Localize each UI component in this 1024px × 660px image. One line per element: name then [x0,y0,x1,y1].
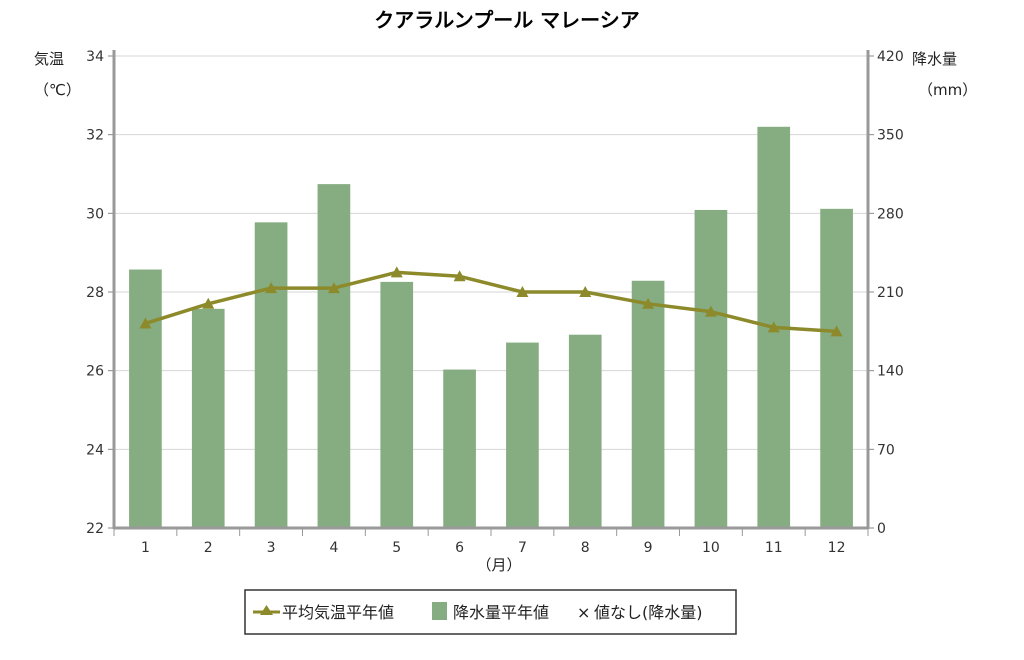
x-tick-label: 8 [581,540,590,556]
precip-bar [380,281,414,528]
x-tick-label: 7 [518,540,527,556]
temp-point [704,305,717,317]
temp-line [139,266,843,337]
precip-bar [820,208,853,529]
legend-bar-swatch [432,602,447,620]
precip-bar [317,184,351,528]
temp-point [139,317,152,329]
precip-bar [129,269,162,528]
x-tick-label: 2 [204,540,213,556]
x-tick-label: 6 [455,540,464,556]
temp-point [390,266,403,278]
y-left-label: 気温 [34,50,64,68]
precip-bar [506,342,539,528]
x-tick-label: 3 [267,540,276,556]
precip-bar [443,369,476,528]
y-left-tick-label: 22 [86,521,104,537]
precip-bar [568,334,602,528]
precip-bar [191,308,225,528]
x-tick-label: 1 [141,540,150,556]
y-left-tick-label: 34 [86,49,104,65]
x-tick-label: 9 [644,540,653,556]
y-left-tick-label: 32 [86,128,104,144]
legend-none-icon: × [577,603,590,622]
legend-box [244,589,737,635]
temp-point [642,297,655,309]
precip-bar [254,222,288,529]
y-right-tick-label: 140 [877,364,904,380]
axes [108,50,874,536]
x-tick-label: 11 [765,540,783,556]
y-right-tick-label: 350 [877,128,904,144]
y-right-label: 降水量 [912,50,957,68]
y-left-tick-label: 30 [86,206,104,222]
x-axis-label: （月） [476,556,521,574]
y-right-tick-label: 210 [877,285,904,301]
x-tick-label: 12 [828,540,846,556]
x-tick-label: 4 [329,540,338,556]
y-right-tick-label: 420 [877,49,904,65]
y-right-tick-label: 280 [877,206,904,222]
y-right-unit: （mm） [918,81,977,99]
temp-point [453,270,466,282]
legend: 平均気温平年値 降水量平年値 × 値なし(降水量) [244,589,737,635]
legend-item-none: 値なし(降水量) [594,603,703,622]
y-left-tick-label: 26 [86,364,104,380]
temp-point [516,286,529,297]
legend-triangle-icon [260,605,273,615]
gridlines [114,55,868,450]
precip-bar [694,209,728,528]
chart-title: クアラルンプール マレーシア [374,8,640,32]
temp-point [767,321,780,333]
y-left-unit: （℃） [34,81,81,99]
precip-bars [129,126,853,529]
temp-point [830,325,843,337]
y-left-tick-label: 28 [86,285,104,301]
y-right-tick-label: 70 [877,442,895,458]
x-tick-label: 10 [702,540,720,556]
temp-point [327,282,340,294]
x-tick-label: 5 [392,540,401,556]
temp-point [202,297,215,309]
temp-point [579,286,592,297]
legend-item-temp: 平均気温平年値 [282,603,394,622]
legend-item-precip: 降水量平年値 [453,603,549,622]
temp-line-path [144,270,837,334]
precip-bar [631,280,665,528]
y-right-tick-label: 0 [877,521,886,537]
temp-point [265,282,278,294]
y-left-tick-label: 24 [86,442,104,458]
